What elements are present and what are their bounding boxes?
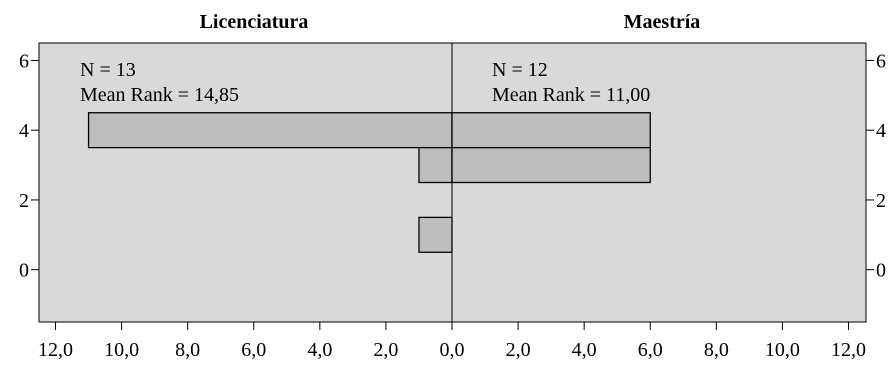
bar-left-y1 (418, 216, 453, 253)
y-tick-label-right: 4 (876, 120, 886, 142)
y-tick-label-left: 0 (19, 260, 29, 282)
bar-right-y3 (451, 146, 651, 184)
mean-rank-label-left: Mean Rank = 14,85 (80, 84, 239, 106)
x-tick-label-right: 8,0 (704, 339, 729, 361)
y-tick-label-left: 4 (19, 120, 29, 142)
bars-group (87, 112, 651, 253)
x-tick-label-left: 6,0 (241, 339, 266, 361)
x-tick-label-left: 10,0 (104, 339, 139, 361)
n-label-left: N = 13 (80, 59, 136, 81)
x-tick-label-right: 0,0 (440, 339, 465, 361)
y-tick-label-right: 0 (876, 260, 886, 282)
x-axis: 12,0 10,0 8,0 6,0 4,0 2,0 0,0 2,0 4,0 6,0 8,0 10,0 1… (38, 322, 866, 361)
y-axis-left: 0 2 4 6 (19, 50, 39, 282)
bar-left-y4 (87, 112, 453, 149)
n-label-right: N = 12 (492, 59, 548, 81)
mean-rank-label-right: Mean Rank = 11,00 (492, 84, 650, 106)
x-tick-label-right: 2,0 (506, 339, 531, 361)
y-tick-label-right: 6 (876, 50, 886, 72)
x-tick-label-left: 12,0 (38, 339, 73, 361)
x-tick-label-left: 2,0 (373, 339, 398, 361)
y-tick-label-left: 6 (19, 50, 29, 72)
x-tick-label-right: 12,0 (831, 339, 866, 361)
panel-title-right: Maestría (624, 11, 701, 33)
x-tick-label-right: 10,0 (765, 339, 800, 361)
panel-title-left: Licenciatura (200, 11, 309, 33)
y-axis-right: 0 2 4 6 (866, 50, 886, 282)
bar-right-y4 (451, 112, 651, 149)
x-tick-label-right: 4,0 (572, 339, 597, 361)
bar-left-y3 (418, 146, 453, 184)
x-tick-label-right: 6,0 (638, 339, 663, 361)
y-tick-label-left: 2 (19, 190, 29, 212)
x-tick-label-left: 4,0 (307, 339, 332, 361)
x-tick-label-left: 8,0 (175, 339, 200, 361)
y-tick-label-right: 2 (876, 190, 886, 212)
